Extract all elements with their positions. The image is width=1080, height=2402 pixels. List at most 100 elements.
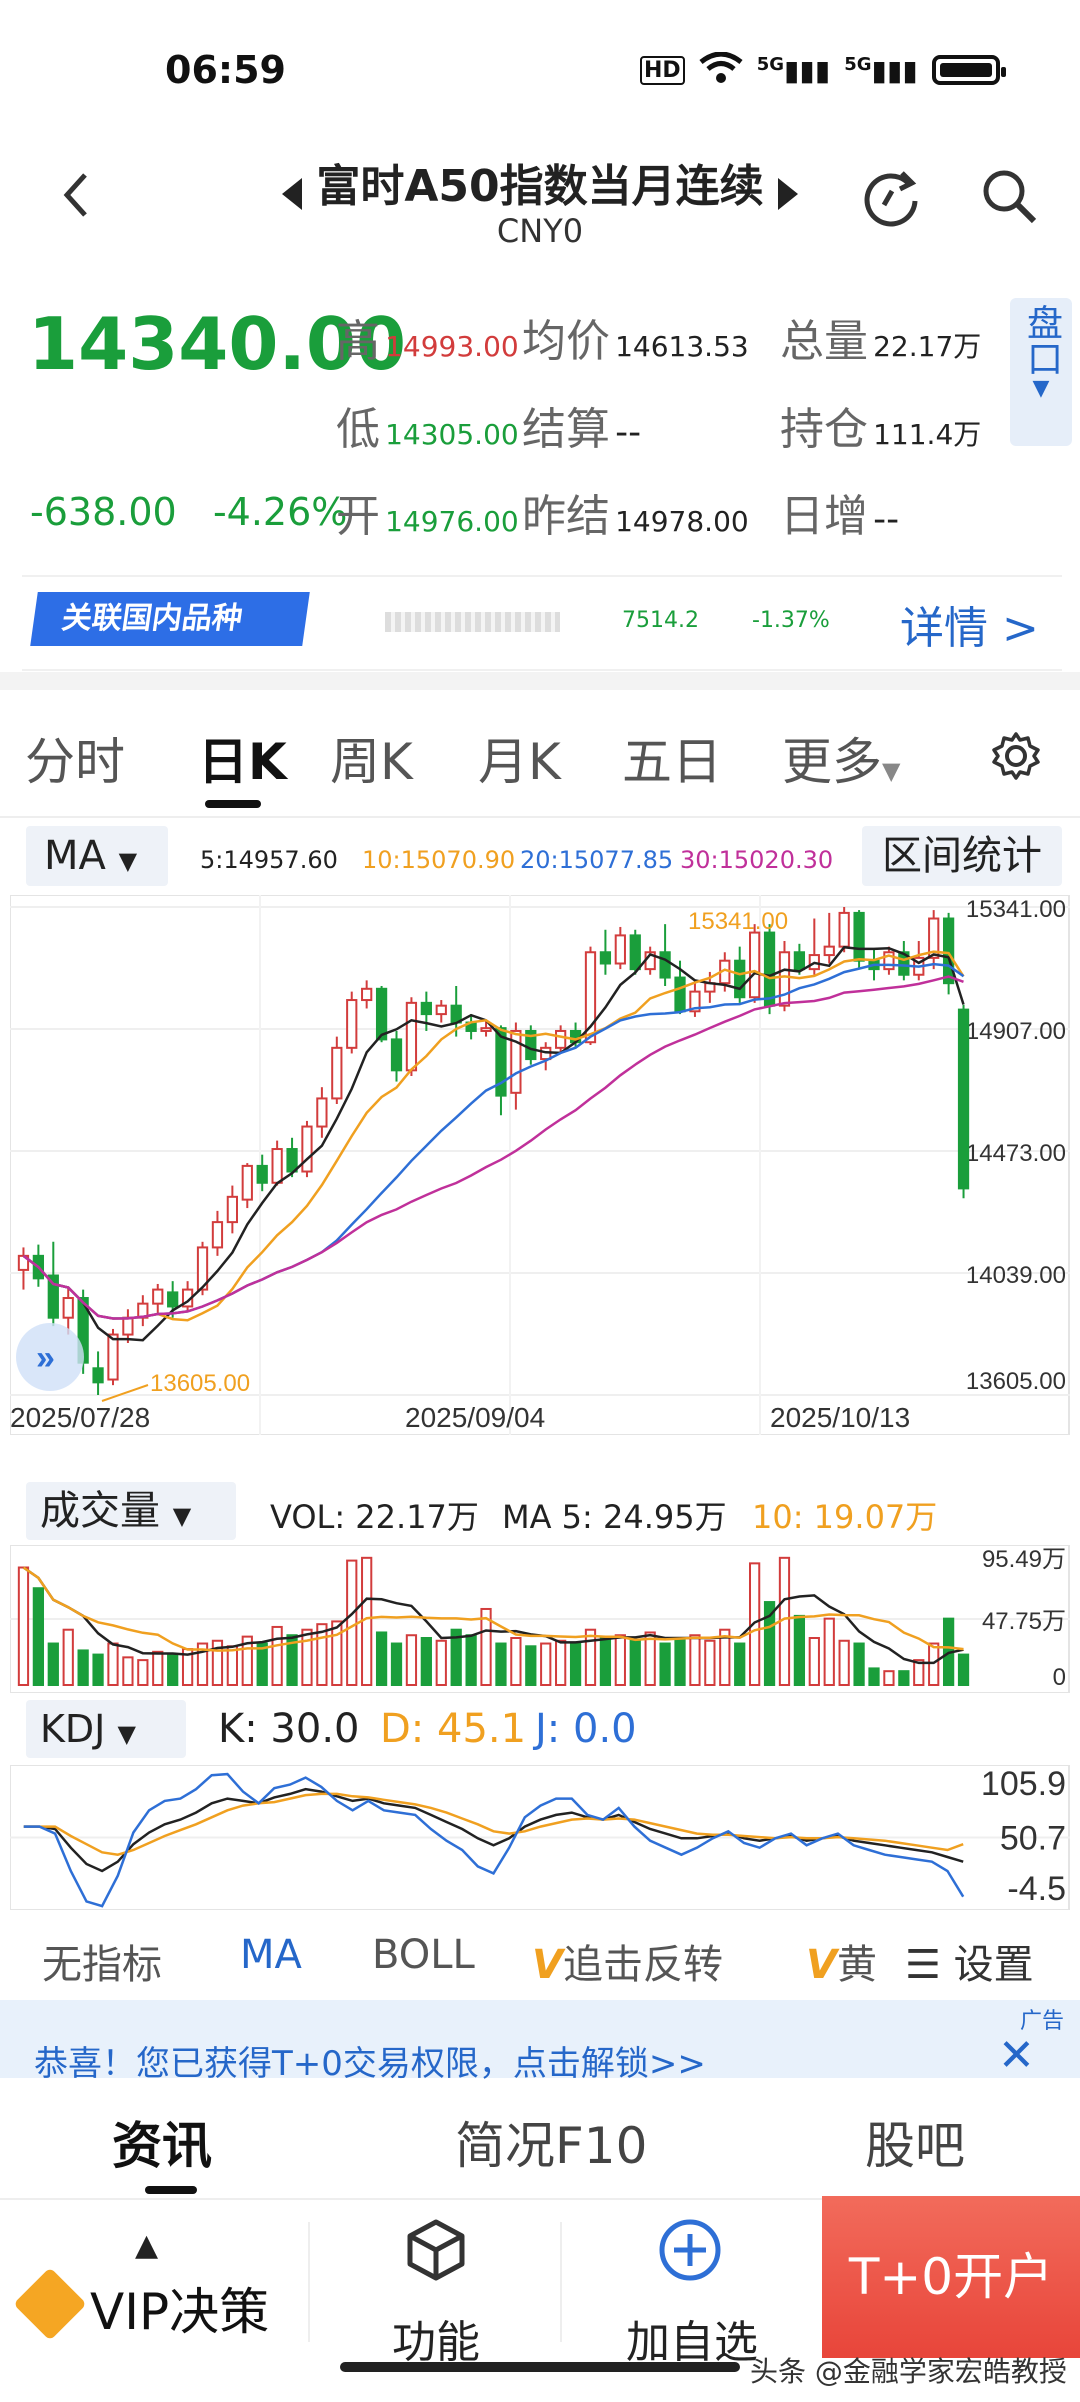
next-contract-arrow-icon[interactable] (778, 178, 798, 210)
ind-settings[interactable]: ☰ 设置 (905, 1932, 1034, 1990)
volume-row: 总量 22.17万 (780, 305, 981, 369)
vol-ma10-line (22, 1566, 964, 1652)
tab-more[interactable]: 更多▼ (782, 722, 900, 794)
volume-bar (525, 1645, 537, 1686)
volume-bar (719, 1628, 731, 1686)
home-indicator[interactable] (340, 2362, 740, 2372)
volume-bar (734, 1642, 746, 1686)
vip-decision-button[interactable]: VIP决策 (90, 2283, 270, 2341)
open-label: 开 (336, 491, 380, 542)
tab-weekly-k[interactable]: 周K (330, 733, 413, 791)
min-annotation-line (101, 1384, 149, 1402)
avg-row: 均价 14613.53 (522, 305, 749, 369)
settle-value: -- (615, 412, 642, 453)
low-label: 低 (336, 404, 380, 455)
related-price: 7514.2 (622, 608, 699, 633)
tab-five-day[interactable]: 五日 (622, 733, 722, 791)
tab-news[interactable]: 资讯 (112, 2117, 212, 2175)
ma-selector-label: MA (44, 833, 106, 879)
tab-daily-k[interactable]: 日K (198, 733, 287, 791)
cube-icon[interactable] (404, 2218, 468, 2286)
tab-overview-f10[interactable]: 简况F10 (455, 2117, 648, 2175)
scroll-hint-icon (16, 1323, 84, 1391)
search-icon[interactable] (978, 165, 1040, 231)
tab-active-indicator (205, 800, 261, 808)
volume-bar (405, 1634, 418, 1686)
refresh-icon[interactable] (858, 165, 924, 235)
caret-up-icon[interactable]: ▲ (135, 2228, 159, 2263)
ind-boll[interactable]: BOLL (372, 1932, 475, 1978)
volume-bar (122, 1656, 134, 1686)
prev-contract-arrow-icon[interactable] (282, 178, 302, 210)
page-title: 富时A50指数当月连续 (316, 161, 764, 212)
ad-banner[interactable] (0, 2000, 1080, 2078)
volume-bar (928, 1642, 940, 1686)
pankou-label: 盘口 (1021, 304, 1062, 376)
volume-bar (77, 1649, 89, 1686)
gear-icon[interactable] (990, 730, 1042, 786)
volume-selector-label: 成交量 (40, 1488, 160, 1534)
high-label: 高 (336, 316, 380, 367)
add-circle-icon[interactable] (658, 2218, 722, 2286)
caret-down-icon: ▼ (118, 847, 138, 875)
candle (629, 934, 641, 971)
related-detail-link[interactable]: 详情 > (900, 603, 1039, 654)
ad-text[interactable]: 恭喜！您已获得T+0交易权限，点击解锁>> (34, 2044, 706, 2084)
function-button[interactable]: 功能 (392, 2317, 480, 2368)
y-tick-label: 14039.00 (966, 1262, 1066, 1289)
candle (584, 951, 597, 1044)
hd-icon: HD (640, 55, 685, 85)
back-button[interactable] (55, 165, 95, 240)
avg-value: 14613.53 (615, 330, 749, 363)
ind-yellow[interactable]: V黄 (806, 1932, 877, 1990)
oi-row: 持仓 111.4万 (780, 393, 981, 457)
tab-intraday[interactable]: 分时 (25, 733, 125, 791)
ind-chase-reversal[interactable]: V追击反转 (532, 1932, 723, 1990)
pankou-button[interactable]: 盘口 ▼ (1010, 298, 1072, 446)
volume-bar (480, 1607, 492, 1686)
volume-bar (584, 1628, 597, 1686)
volume-bar (674, 1637, 686, 1686)
volume-bar (510, 1637, 522, 1686)
candle (286, 1148, 298, 1173)
volume-bar (957, 1653, 970, 1687)
tab-monthly-k[interactable]: 月K (478, 733, 561, 791)
y-tick-label: 50.7 (1000, 1820, 1066, 1858)
volume-bar (704, 1639, 716, 1686)
caret-down-icon: ▼ (1032, 376, 1050, 401)
kdj-chart[interactable]: 105.9 50.7 -4.5 (10, 1765, 1070, 1910)
kdj-selector-label: KDJ (40, 1707, 106, 1751)
kdj-selector[interactable]: KDJ ▼ (26, 1700, 186, 1758)
volume-chart[interactable]: 95.49万 47.75万 0 (10, 1545, 1070, 1693)
ma-selector[interactable]: MA ▼ (26, 826, 168, 886)
volume-bar (152, 1650, 164, 1687)
volume-selector[interactable]: 成交量 ▼ (26, 1482, 236, 1540)
last-price: 14340.00 (28, 302, 407, 386)
candle (152, 1288, 164, 1305)
avg-label: 均价 (522, 316, 610, 367)
add-watchlist-button[interactable]: 加自选 (626, 2317, 758, 2368)
close-icon[interactable]: ✕ (998, 2030, 1035, 2081)
y-tick-label: 15341.00 (966, 896, 1066, 923)
open-account-button[interactable]: T+0开户 (822, 2196, 1080, 2358)
candle (599, 951, 612, 965)
candle (898, 951, 910, 976)
ma30-line (22, 975, 964, 1320)
range-stats-button[interactable]: 区间统计 (862, 826, 1062, 886)
related-percent: -1.37% (752, 608, 830, 633)
candle (211, 1221, 224, 1249)
ma5-value: 5:14957.60 (200, 846, 338, 874)
candlestick-chart[interactable]: 15341.00 14907.00 14473.00 14039.00 13605.00… (10, 895, 1070, 1435)
high-row: 高 14993.00 (336, 305, 519, 369)
max-annotation: 15341.00 (688, 908, 788, 935)
candle (957, 1008, 970, 1190)
volume-bar (241, 1635, 253, 1687)
ind-ma[interactable]: MA (240, 1932, 302, 1978)
candle (555, 1029, 567, 1049)
ind-none[interactable]: 无指标 (42, 1942, 162, 1988)
volume-bar (808, 1637, 820, 1686)
tab-active-indicator (145, 2186, 197, 2194)
volume-bar (883, 1670, 895, 1686)
volume-bar (271, 1625, 283, 1686)
tab-forum[interactable]: 股吧 (865, 2117, 965, 2175)
